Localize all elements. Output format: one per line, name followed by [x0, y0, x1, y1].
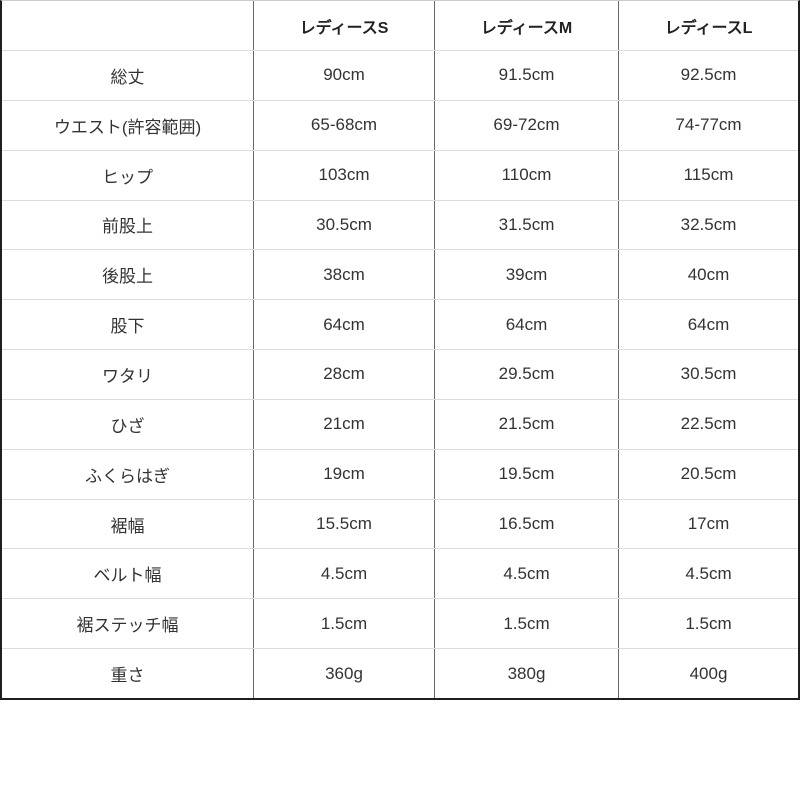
cell-value-l: 1.5cm — [685, 613, 732, 633]
table-row: 裾ステッチ幅 1.5cm 1.5cm 1.5cm — [2, 599, 798, 650]
size-chart-table: レディースS レディースM レディースL 総丈 90cm 91.5cm 92.5… — [0, 0, 800, 700]
row-label: 裾ステッチ幅 — [2, 599, 254, 649]
table-row: ワタリ 28cm 29.5cm 30.5cm — [2, 350, 798, 400]
cell-value-s: 360g — [254, 649, 435, 698]
cell-value-l: 30.5cm — [680, 364, 737, 384]
cell-value-l: 32.5cm — [680, 214, 737, 234]
cell-value-s: 30.5cm — [254, 200, 435, 250]
cell-value-l: 40cm — [687, 264, 730, 284]
table-row: 裾幅 15.5cm 16.5cm 17cm — [2, 499, 798, 550]
row-label: ワタリ — [2, 350, 254, 399]
row-label: 股下 — [2, 300, 254, 350]
cell-value-s: 103cm — [254, 150, 435, 200]
cell-value-l: 400g — [689, 663, 728, 683]
row-label: 裾幅 — [2, 499, 254, 549]
table-row: 重さ 360g 380g 400g — [2, 649, 798, 698]
cell-value-s: 19cm — [254, 449, 435, 499]
cell-value-m: 380g — [435, 649, 619, 698]
row-label: 総丈 — [2, 51, 254, 100]
table-row: ベルト幅 4.5cm 4.5cm 4.5cm — [2, 549, 798, 600]
table-row: ふくらはぎ 19cm 19.5cm 20.5cm — [2, 449, 798, 500]
cell-value-s: 1.5cm — [254, 599, 435, 649]
cell-value-s: 21cm — [254, 399, 435, 449]
column-header-ladies-s: レディースS — [254, 1, 435, 50]
cell-value-s: 38cm — [254, 250, 435, 300]
cell-value-l: 92.5cm — [680, 65, 737, 85]
table-row: 股下 64cm 64cm 64cm — [2, 300, 798, 351]
cell-value-s: 64cm — [254, 300, 435, 350]
row-label: 後股上 — [2, 250, 254, 300]
cell-value-m: 39cm — [435, 250, 619, 300]
table-row: ヒップ 103cm 110cm 115cm — [2, 150, 798, 201]
cell-value-l: 115cm — [683, 165, 734, 185]
cell-value-l: 64cm — [687, 314, 730, 334]
column-header-ladies-m: レディースM — [435, 1, 619, 50]
row-label: ひざ — [2, 399, 254, 449]
cell-value-l: 4.5cm — [685, 563, 732, 583]
cell-value-m: 29.5cm — [435, 350, 619, 399]
cell-value-m: 4.5cm — [435, 549, 619, 599]
row-label: ベルト幅 — [2, 549, 254, 599]
cell-value-l: 17cm — [687, 514, 730, 534]
cell-value-m: 31.5cm — [435, 200, 619, 250]
cell-value-m: 64cm — [435, 300, 619, 350]
cell-value-s: 15.5cm — [254, 499, 435, 549]
cell-value-l: 74-77cm — [675, 115, 742, 135]
cell-value-m: 110cm — [435, 150, 619, 200]
cell-value-s: 4.5cm — [254, 549, 435, 599]
table-row: ウエスト(許容範囲) 65-68cm 69-72cm 74-77cm — [2, 100, 798, 151]
row-label: ウエスト(許容範囲) — [2, 100, 254, 150]
row-label: 重さ — [2, 649, 254, 698]
table-header-row: レディースS レディースM レディースL — [2, 1, 798, 51]
cell-value-m: 16.5cm — [435, 499, 619, 549]
row-label: ふくらはぎ — [2, 449, 254, 499]
cell-value-m: 69-72cm — [435, 100, 619, 150]
row-label: ヒップ — [2, 150, 254, 200]
table-row: ひざ 21cm 21.5cm 22.5cm — [2, 399, 798, 450]
cell-value-m: 21.5cm — [435, 399, 619, 449]
cell-value-s: 28cm — [254, 350, 435, 399]
cell-value-l: 22.5cm — [680, 414, 737, 434]
table-row: 前股上 30.5cm 31.5cm 32.5cm — [2, 200, 798, 251]
row-label: 前股上 — [2, 200, 254, 250]
cell-value-m: 19.5cm — [435, 449, 619, 499]
cell-value-s: 65-68cm — [254, 100, 435, 150]
cell-value-m: 1.5cm — [435, 599, 619, 649]
cell-value-l: 20.5cm — [680, 464, 737, 484]
cell-value-m: 91.5cm — [435, 51, 619, 100]
cell-value-s: 90cm — [254, 51, 435, 100]
table-row: 総丈 90cm 91.5cm 92.5cm — [2, 51, 798, 101]
table-corner-cell — [2, 1, 254, 50]
table-row: 後股上 38cm 39cm 40cm — [2, 250, 798, 301]
column-header-ladies-l: レディースL — [664, 19, 753, 37]
